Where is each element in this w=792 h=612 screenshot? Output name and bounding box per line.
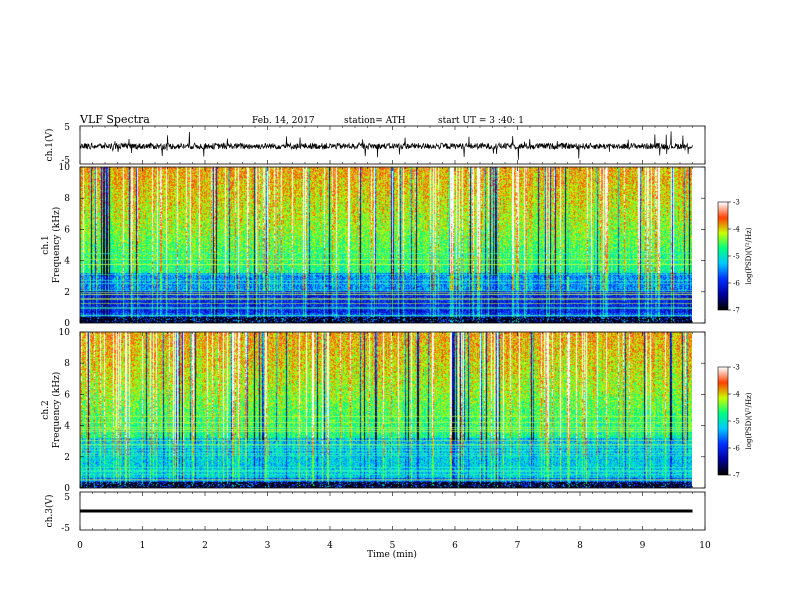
ch1-spec-ylabel-b: Frequency (kHz) bbox=[51, 207, 62, 284]
ch1-spectrogram-image bbox=[80, 167, 692, 323]
y-tick-label: 10 bbox=[59, 163, 71, 173]
x-tick-label: 7 bbox=[515, 541, 521, 551]
ch2-spectrogram-image bbox=[80, 332, 692, 488]
x-tick-label: 6 bbox=[452, 541, 458, 551]
colorbar-tick-label: -4 bbox=[733, 391, 740, 399]
colorbar-tick-label: -5 bbox=[733, 418, 740, 426]
colorbar-tick-label: -4 bbox=[733, 226, 740, 234]
ch2-colorbar-label: log(PSD)(V²/Hz) bbox=[745, 392, 753, 449]
x-tick-label: 2 bbox=[202, 541, 208, 551]
ch2-colorbar-frame bbox=[717, 366, 729, 476]
x-tick-label: 9 bbox=[640, 541, 646, 551]
ch1-ytick-bottom: -5 bbox=[61, 156, 70, 166]
colorbar-tick-label: -5 bbox=[733, 253, 740, 261]
ch3-ylabel: ch.3(V) bbox=[44, 495, 55, 528]
y-tick-label: 4 bbox=[64, 422, 70, 432]
ch2-spec-ylabel-b: Frequency (kHz) bbox=[51, 372, 62, 449]
x-tick-label: 0 bbox=[77, 541, 83, 551]
ch2-colorbar-image bbox=[718, 367, 728, 475]
y-tick-label: 8 bbox=[64, 359, 70, 369]
ch1-spec-ylabel-a: ch.1 bbox=[41, 235, 51, 254]
figure-title: VLF Spectra bbox=[79, 113, 150, 126]
ch3-ytick-top: 5 bbox=[64, 493, 70, 503]
y-tick-label: 6 bbox=[64, 225, 70, 235]
colorbar-tick-label: -3 bbox=[733, 199, 740, 207]
ch1-colorbar-image bbox=[718, 202, 728, 310]
x-tick-label: 3 bbox=[265, 541, 271, 551]
x-tick-label: 10 bbox=[699, 541, 711, 551]
x-tick-label: 1 bbox=[140, 541, 146, 551]
x-axis-ticks bbox=[79, 126, 706, 530]
ch2-colorbar-ticks: -3 -4 -5 -6 -7 bbox=[728, 364, 740, 480]
ch1-waveform-line bbox=[79, 131, 693, 160]
colorbar-tick-label: -7 bbox=[733, 307, 740, 315]
colorbar-tick-label: -6 bbox=[733, 280, 740, 288]
x-tick-label: 4 bbox=[327, 541, 333, 551]
ch2-spectrogram-frame bbox=[79, 331, 706, 489]
colorbar-tick-label: -7 bbox=[733, 472, 740, 480]
ch1-colorbar-ticks: -3 -4 -5 -6 -7 bbox=[728, 199, 740, 315]
y-tick-label: 10 bbox=[59, 328, 71, 338]
ch1-colorbar-label: log(PSD)(V²/Hz) bbox=[745, 227, 753, 284]
y-tick-label: 8 bbox=[64, 194, 70, 204]
ch1-spectrogram-yticks: 0 2 4 6 8 10 bbox=[59, 163, 705, 329]
ch1-ylabel: ch.1(V) bbox=[44, 129, 55, 162]
y-tick-label: 0 bbox=[64, 319, 70, 329]
station-label: station= ATH bbox=[344, 116, 406, 126]
x-tick-label: 8 bbox=[577, 541, 583, 551]
date-label: Feb. 14, 2017 bbox=[252, 116, 315, 126]
ch2-spec-ylabel-a: ch.2 bbox=[41, 400, 51, 419]
ch1-ytick-top: 5 bbox=[64, 123, 70, 133]
ch1-colorbar-frame bbox=[717, 201, 729, 311]
y-tick-label: 4 bbox=[64, 257, 70, 267]
y-tick-label: 6 bbox=[64, 390, 70, 400]
x-axis-label: Time (min) bbox=[367, 549, 417, 560]
ch2-spectrogram-yticks: 0 2 4 6 8 10 bbox=[59, 328, 705, 494]
y-tick-label: 2 bbox=[64, 453, 70, 463]
start-ut-label: start UT = 3 :40: 1 bbox=[438, 116, 524, 126]
x-tick-label: 5 bbox=[390, 541, 396, 551]
ch3-ytick-bottom: -5 bbox=[61, 524, 70, 534]
x-axis-tick-labels: 0 1 2 3 4 5 6 7 8 9 10 bbox=[77, 541, 711, 551]
y-tick-label: 0 bbox=[64, 484, 70, 494]
y-tick-label: 2 bbox=[64, 288, 70, 298]
ch1-spectrogram-frame bbox=[79, 166, 706, 324]
colorbar-tick-label: -6 bbox=[733, 445, 740, 453]
colorbar-tick-label: -3 bbox=[733, 364, 740, 372]
